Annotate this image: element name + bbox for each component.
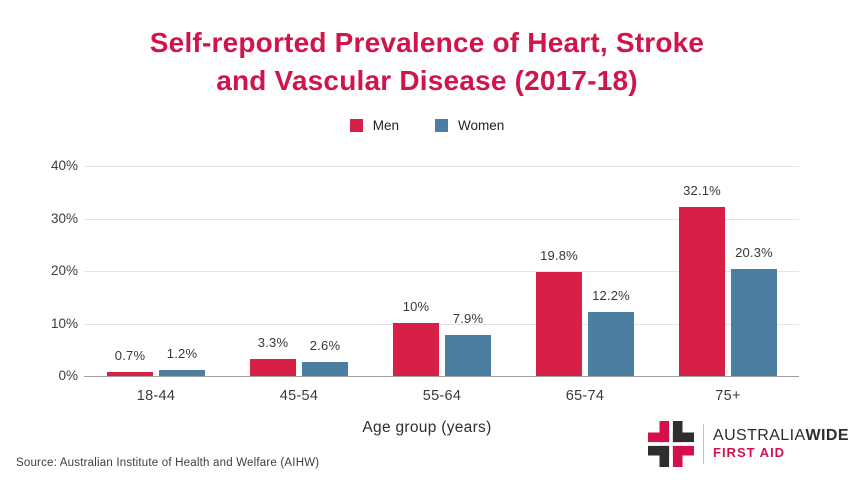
- logo-subtitle: FIRST AID: [713, 445, 786, 461]
- bar-value-label: 0.7%: [114, 348, 146, 363]
- gridline: [84, 271, 799, 272]
- men-color-swatch: [349, 119, 363, 132]
- bar-women-65-74: [588, 312, 634, 376]
- page-title: Self-reported Prevalence of Heart, Strok…: [0, 24, 854, 100]
- x-tick-label: 65-74: [565, 388, 605, 404]
- bar-women-75+: [731, 269, 777, 376]
- bar-men-75+: [679, 207, 725, 376]
- chart-legend: Men Women: [0, 118, 854, 133]
- bar-men-65-74: [536, 272, 582, 376]
- x-tick-label: 45-54: [279, 388, 319, 404]
- page-title-line1: Self-reported Prevalence of Heart, Strok…: [149, 27, 705, 58]
- bar-men-18-44: [107, 372, 153, 376]
- logo-text: AUSTRALIAWIDE FIRST AID: [713, 427, 849, 461]
- bar-women-55-64: [445, 335, 491, 376]
- bar-women-45-54: [302, 362, 348, 376]
- bar-value-label: 32.1%: [683, 183, 721, 198]
- brand-logo: AUSTRALIAWIDE FIRST AID: [648, 420, 849, 468]
- bar-value-label: 10%: [402, 299, 430, 314]
- bar-value-label: 2.6%: [309, 338, 341, 353]
- bar-value-label: 19.8%: [540, 248, 578, 263]
- y-tick-label: 20%: [50, 263, 78, 278]
- x-tick-label: 75+: [715, 388, 741, 404]
- x-tick-label: 55-64: [422, 388, 462, 404]
- gridline: [84, 166, 799, 167]
- bar-value-label: 3.3%: [257, 335, 289, 350]
- logo-divider: [703, 424, 704, 464]
- bar-value-label: 12.2%: [592, 288, 630, 303]
- bar-value-label: 20.3%: [735, 245, 773, 260]
- legend-item-men: Men: [349, 118, 399, 133]
- x-tick-label: 18-44: [136, 388, 176, 404]
- y-tick-label: 10%: [50, 316, 78, 331]
- y-tick-label: 30%: [50, 211, 78, 226]
- women-color-swatch: [434, 119, 448, 132]
- page-title-line2: and Vascular Disease (2017-18): [216, 65, 638, 96]
- x-axis-line: [84, 376, 799, 377]
- legend-label-men: Men: [372, 118, 399, 133]
- bar-value-label: 1.2%: [166, 346, 198, 361]
- y-tick-label: 40%: [50, 158, 78, 173]
- legend-item-women: Women: [434, 118, 505, 133]
- logo-brand-name: AUSTRALIAWIDE: [713, 427, 849, 445]
- bar-value-label: 7.9%: [452, 311, 484, 326]
- bar-men-55-64: [393, 323, 439, 376]
- x-axis-title: Age group (years): [362, 419, 492, 436]
- bar-men-45-54: [250, 359, 296, 376]
- y-tick-label: 0%: [58, 368, 78, 383]
- gridline: [84, 324, 799, 325]
- legend-label-women: Women: [457, 118, 505, 133]
- source-note: Source: Australian Institute of Health a…: [16, 457, 320, 469]
- bar-women-18-44: [159, 370, 205, 376]
- gridline: [84, 219, 799, 220]
- cross-logo-icon: [648, 421, 694, 467]
